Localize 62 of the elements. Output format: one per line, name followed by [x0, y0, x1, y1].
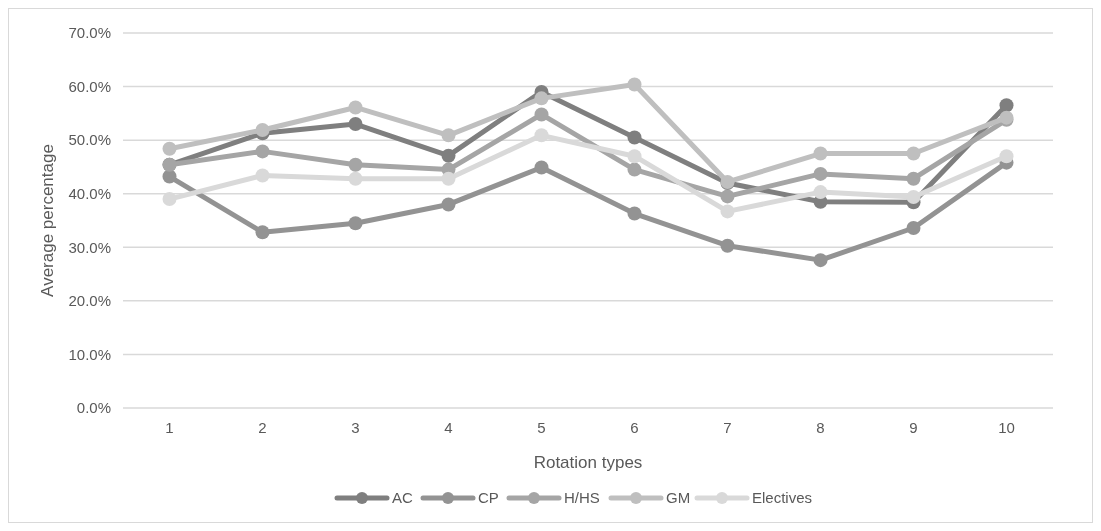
point [255, 225, 270, 240]
point [627, 162, 642, 177]
point [162, 141, 177, 156]
legend-label: CP [478, 489, 499, 507]
legend-label: GM [666, 489, 691, 507]
point [999, 149, 1014, 164]
y-axis-title: Average percentage [38, 144, 57, 297]
point [348, 216, 363, 231]
point [720, 189, 735, 204]
point [906, 221, 921, 235]
y-tick-label: 50.0% [68, 131, 111, 149]
point [906, 171, 921, 186]
point [720, 204, 735, 219]
point [348, 117, 363, 132]
y-tick-label: 40.0% [68, 184, 111, 202]
y-tick-label: 60.0% [68, 77, 111, 95]
point [813, 253, 828, 268]
x-tick-label: 4 [444, 419, 453, 436]
x-tick-label: 5 [537, 419, 546, 436]
x-tick-label: 8 [816, 419, 825, 436]
point [906, 189, 921, 204]
point [720, 238, 735, 253]
point [534, 91, 549, 106]
x-tick-label: 7 [723, 419, 732, 436]
point [162, 192, 177, 207]
point [441, 148, 456, 163]
point [534, 107, 549, 122]
legend-label: AC [392, 489, 413, 507]
point [534, 128, 549, 143]
point [627, 206, 642, 221]
point [534, 160, 549, 175]
x-tick-label: 10 [998, 419, 1015, 436]
point [906, 146, 921, 161]
point [627, 149, 642, 164]
point [441, 171, 456, 186]
x-tick-label: 9 [909, 419, 918, 436]
legend-label: Electives [752, 489, 813, 507]
x-tick-label: 2 [258, 419, 267, 436]
point [627, 77, 642, 92]
legend-label: H/HS [564, 489, 600, 507]
point [255, 144, 270, 159]
y-tick-label: 70.0% [68, 24, 111, 42]
y-tick-label: 30.0% [68, 238, 111, 256]
y-tick-label: 10.0% [68, 345, 111, 363]
point [813, 185, 828, 200]
x-axis-title: Rotation types [533, 453, 643, 472]
point [348, 100, 363, 115]
point [813, 146, 828, 161]
point [627, 130, 642, 145]
point [441, 128, 456, 143]
point [813, 166, 828, 181]
x-tick-label: 1 [165, 419, 174, 436]
point [255, 122, 270, 137]
point [441, 197, 456, 212]
x-tick-label: 6 [630, 419, 639, 436]
x-tick-label: 3 [351, 419, 360, 436]
y-tick-label: 0.0% [76, 399, 111, 417]
point [348, 157, 363, 172]
y-tick-label: 20.0% [68, 292, 111, 310]
point [348, 171, 363, 186]
point [255, 168, 270, 183]
point [999, 98, 1014, 113]
